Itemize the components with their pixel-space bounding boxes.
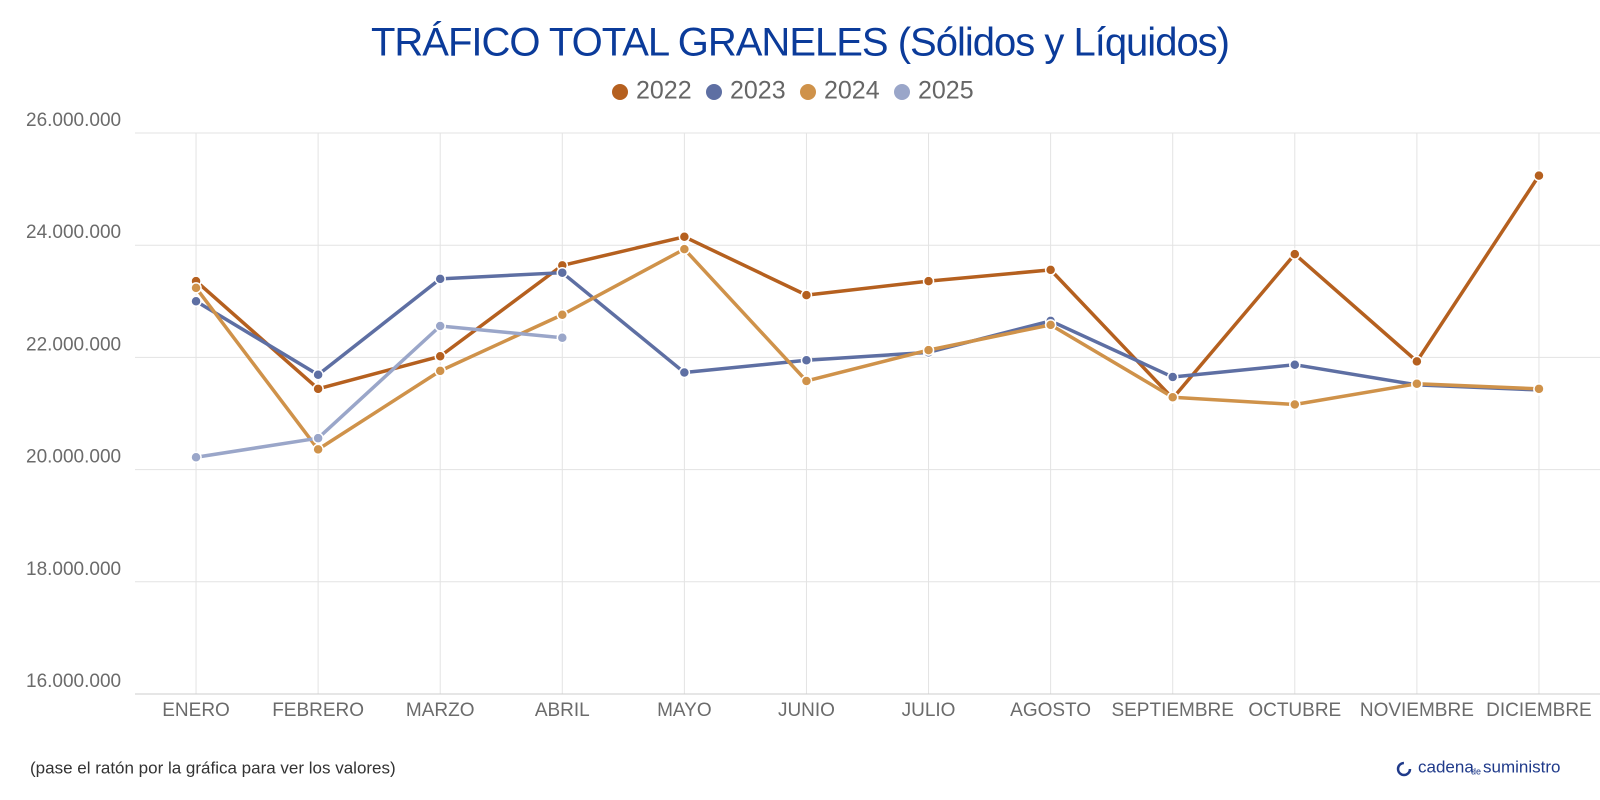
brand-text: cadena	[1418, 757, 1474, 776]
series-line	[195, 270, 1540, 392]
data-point	[1044, 264, 1057, 276]
data-point	[678, 366, 691, 379]
x-tick-label: NOVIEMBRE	[1360, 700, 1474, 721]
series-line	[195, 324, 563, 459]
data-point	[800, 289, 813, 301]
data-point	[1533, 169, 1545, 182]
legend-marker	[894, 84, 910, 100]
data-point	[434, 350, 446, 363]
data-point	[556, 309, 569, 321]
data-point	[1411, 378, 1423, 390]
x-tick-label: MAYO	[657, 700, 712, 721]
brand-icon	[1396, 761, 1412, 777]
data-point	[1289, 358, 1301, 371]
data-point	[434, 320, 446, 332]
legend-marker	[706, 84, 722, 100]
x-tick-label: SEPTIEMBRE	[1111, 700, 1233, 721]
series-line	[194, 247, 1540, 452]
x-tick-label: DICIEMBRE	[1486, 700, 1592, 721]
data-point	[312, 383, 324, 395]
x-tick-label: ABRIL	[535, 700, 590, 721]
x-tick-label: FEBRERO	[272, 700, 364, 721]
data-point	[190, 295, 202, 308]
legend-label: 2024	[824, 77, 880, 105]
data-point	[1533, 383, 1545, 395]
data-point	[190, 451, 202, 464]
data-point	[190, 282, 202, 294]
data-point	[434, 365, 446, 377]
x-tick-label: ENERO	[162, 700, 230, 721]
brand-logo: cadena de suministro	[1396, 757, 1560, 777]
x-tick-label: JUNIO	[778, 700, 835, 721]
y-tick-label: 16.000.000	[26, 671, 121, 692]
data-point	[312, 369, 324, 381]
grid	[135, 132, 1600, 695]
data-point	[556, 266, 569, 279]
data-point	[1289, 248, 1301, 260]
legend-label: 2023	[730, 77, 786, 105]
legend-marker	[800, 84, 816, 100]
data-point	[1166, 371, 1179, 383]
data-point	[922, 344, 935, 356]
y-tick-label: 20.000.000	[26, 447, 121, 468]
data-point	[312, 443, 324, 456]
data-point	[678, 231, 691, 243]
legend-label: 2022	[636, 77, 692, 105]
series-line	[194, 174, 1541, 401]
brand-text: suministro	[1483, 757, 1560, 776]
footnote: (pase el ratón por la gráfica para ver l…	[30, 758, 396, 777]
data-point	[800, 375, 813, 387]
data-point	[1044, 319, 1057, 331]
y-tick-label: 24.000.000	[26, 222, 121, 243]
data-point	[434, 273, 446, 285]
chart-title: TRÁFICO TOTAL GRANELES (Sólidos y Líquid…	[371, 20, 1229, 65]
y-tick-label: 22.000.000	[26, 334, 121, 355]
data-point	[1411, 355, 1423, 368]
x-tick-label: JULIO	[902, 700, 956, 721]
y-tick-label: 18.000.000	[26, 559, 121, 580]
x-tick-label: MARZO	[406, 700, 475, 721]
data-point	[556, 332, 569, 344]
brand-text: de	[1471, 766, 1481, 776]
data-point	[922, 275, 935, 287]
data-point	[1166, 391, 1179, 403]
legend-label: 2025	[918, 77, 974, 105]
data-point	[312, 432, 324, 444]
x-tick-label: AGOSTO	[1010, 700, 1091, 721]
data-point	[1289, 398, 1301, 411]
legend-marker	[612, 84, 628, 100]
data-point	[800, 354, 813, 366]
y-tick-label: 26.000.000	[26, 110, 121, 131]
data-point	[678, 243, 691, 255]
x-tick-label: OCTUBRE	[1248, 700, 1341, 721]
